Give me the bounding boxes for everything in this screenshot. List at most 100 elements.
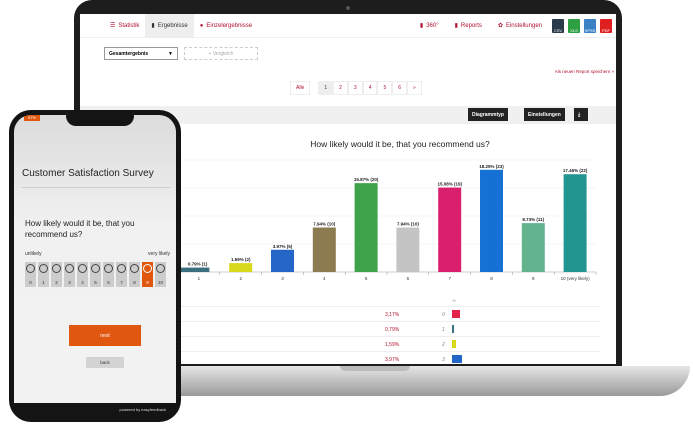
rating-option-9[interactable]: 9 xyxy=(142,262,153,287)
bar xyxy=(563,174,587,272)
data-label: 17.46% (22) xyxy=(563,168,588,173)
rating-option-label: 1 xyxy=(42,280,45,285)
x-tick-label: 1 xyxy=(198,276,201,281)
bar xyxy=(480,169,503,272)
rating-option-1[interactable]: 1 xyxy=(38,262,49,287)
camera xyxy=(346,6,350,10)
chart-type-button[interactable]: Diagrammtyp xyxy=(468,108,508,121)
radio-icon xyxy=(104,264,113,273)
row-percent: 3,17% xyxy=(385,312,400,318)
result-select-value: Gesamtergebnis xyxy=(109,50,149,57)
rating-option-3[interactable]: 3 xyxy=(64,262,75,287)
nav-statistik[interactable]: ☰ Statistik xyxy=(104,14,145,38)
xls-export-icon[interactable]: XLS xyxy=(568,18,580,33)
back-button[interactable]: back xyxy=(86,357,124,368)
bar xyxy=(271,249,294,272)
caret-down-icon: ▼ xyxy=(168,50,173,57)
radio-icon xyxy=(26,264,35,273)
x-tick-label: 6 xyxy=(407,276,410,281)
row-value: 1 xyxy=(442,327,445,333)
rating-option-10[interactable]: 10 xyxy=(155,262,166,287)
phone-screen: 57% Customer Satisfaction Survey How lik… xyxy=(14,115,176,403)
bar xyxy=(312,227,336,272)
pdf-export-icon[interactable]: PDF xyxy=(600,18,612,33)
data-label: 1.59% (2) xyxy=(231,257,251,262)
data-label: 15.87% (20) xyxy=(354,177,379,182)
table-row: 0,79% 1 xyxy=(180,321,600,336)
page-all[interactable]: Alle xyxy=(290,81,311,95)
rating-option-label: 10 xyxy=(157,280,163,285)
row-bar xyxy=(452,340,456,348)
rating-option-label: 4 xyxy=(81,280,84,285)
x-tick-label: 8 xyxy=(490,276,493,281)
radio-icon xyxy=(156,264,165,273)
nav-360[interactable]: ▮ 360° xyxy=(414,14,445,38)
nav-reports[interactable]: ▮ Reports xyxy=(449,14,488,38)
radio-icon xyxy=(78,264,87,273)
rating-scale: 0 1 2 3 4 5 6 7 8 9 10 xyxy=(25,262,166,287)
table-row: 1,59% 2 xyxy=(180,336,600,351)
nav-label: Statistik xyxy=(118,22,140,29)
x-tick-label: 9 xyxy=(532,276,535,281)
page-next[interactable]: » xyxy=(407,81,422,95)
save-report-link[interactable]: Als neuen Report speichern » xyxy=(554,69,614,74)
radio-icon xyxy=(91,264,100,273)
bar-chart: 0.79% (1) 1 1.59% (2) 2 3.97% (5) 3 7.94% (10)… xyxy=(178,159,597,281)
page-5[interactable]: 5 xyxy=(377,81,393,95)
rating-option-5[interactable]: 5 xyxy=(90,262,101,287)
row-bar xyxy=(452,310,460,318)
result-select[interactable]: Gesamtergebnis ▼ xyxy=(104,47,178,60)
spss-export-icon[interactable]: SPSS xyxy=(584,18,596,33)
rating-option-2[interactable]: 2 xyxy=(51,262,62,287)
page-2[interactable]: 2 xyxy=(333,81,348,95)
data-label: 8.73% (11) xyxy=(522,217,544,222)
row-bar xyxy=(452,325,454,333)
nav-einstellungen[interactable]: ✿ Einstellungen xyxy=(492,14,548,38)
survey-title: Customer Satisfaction Survey xyxy=(22,168,154,179)
csv-export-icon[interactable]: CSV xyxy=(552,18,564,33)
bar xyxy=(396,227,420,272)
nav-ergebnisse[interactable]: ▮ Ergebnisse xyxy=(145,14,194,38)
x-tick-label: 4 xyxy=(323,276,326,281)
gear-icon: ✿ xyxy=(497,23,503,29)
rating-option-label: 6 xyxy=(107,280,110,285)
scale-high-label: very likely xyxy=(148,251,170,257)
radio-icon xyxy=(39,264,48,273)
data-label: 3.97% (5) xyxy=(273,244,293,249)
radio-icon xyxy=(52,264,61,273)
rating-option-7[interactable]: 7 xyxy=(116,262,127,287)
rating-option-8[interactable]: 8 xyxy=(129,262,140,287)
compare-button[interactable]: + Vergleich xyxy=(184,47,258,60)
pagination: Alle 1 2 3 4 5 6 » xyxy=(290,81,422,95)
nav-einzelergebnisse[interactable]: ● Einzelergebnisse xyxy=(194,14,258,38)
radio-icon xyxy=(117,264,126,273)
results-table: % 3,17% 0 0,79% 1 1,59% 2 3,97% 3 xyxy=(180,298,600,364)
bar-chart-icon: ▮ xyxy=(419,23,424,29)
chart-settings-button[interactable]: Einstellungen xyxy=(524,108,565,121)
bar xyxy=(178,267,210,272)
radio-icon xyxy=(143,264,152,273)
x-tick-label: 10 (very likely) xyxy=(561,276,591,281)
rating-option-6[interactable]: 6 xyxy=(103,262,114,287)
progress-badge: 57% xyxy=(24,115,40,121)
nav-label: Ergebnisse xyxy=(157,22,188,29)
nav-label: Einzelergebnisse xyxy=(206,22,253,29)
x-tick-label: 2 xyxy=(239,276,242,281)
bar xyxy=(438,187,462,272)
scale-low-label: unlikely xyxy=(25,251,42,257)
row-percent: 3,97% xyxy=(385,357,400,363)
table-row: 3,17% 0 xyxy=(180,306,600,321)
rating-option-0[interactable]: 0 xyxy=(25,262,36,287)
next-button[interactable]: next xyxy=(69,325,141,346)
data-label: 7.94% (10) xyxy=(313,222,336,227)
page-1[interactable]: 1 xyxy=(318,81,334,95)
row-bar xyxy=(452,355,462,363)
page-4[interactable]: 4 xyxy=(362,81,378,95)
x-tick-label: 7 xyxy=(448,276,451,281)
radio-icon xyxy=(130,264,139,273)
bar-chart-icon: ▮ xyxy=(454,23,458,29)
rating-option-4[interactable]: 4 xyxy=(77,262,88,287)
download-icon[interactable]: ⤓ xyxy=(574,108,588,121)
page-6[interactable]: 6 xyxy=(392,81,408,95)
page-3[interactable]: 3 xyxy=(347,81,363,95)
